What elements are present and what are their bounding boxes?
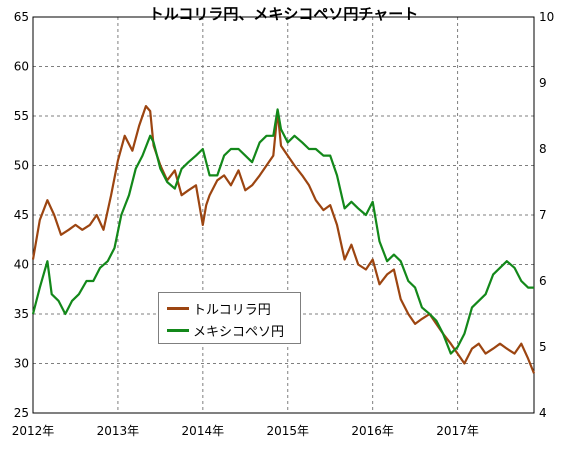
- y-right-tick-label: 9: [539, 76, 547, 90]
- legend-entry-peso: メキシコペソ円: [167, 321, 285, 340]
- grid-lines: [33, 17, 534, 413]
- y-left-tick-label: 60: [14, 60, 29, 74]
- x-tick-label: 2016年: [351, 424, 394, 438]
- y-left-tick-label: 30: [14, 357, 29, 371]
- y-left-tick-label: 25: [14, 406, 29, 420]
- legend-swatch-lira: [167, 306, 189, 310]
- y-right-tick-label: 6: [539, 274, 547, 288]
- series-group: [31, 104, 536, 374]
- chart-title: トルコリラ円、メキシコペソ円チャート: [148, 5, 419, 23]
- legend-label-lira: トルコリラ円: [193, 302, 271, 318]
- x-tick-label: 2013年: [97, 424, 140, 438]
- legend-swatch-peso: [167, 328, 189, 332]
- y-left-tick-label: 65: [14, 10, 29, 24]
- x-tick-label: 2017年: [436, 424, 479, 438]
- y-left-tick-label: 35: [14, 307, 29, 321]
- y-right-tick-label: 5: [539, 340, 547, 354]
- legend: トルコリラ円 メキシコペソ円: [158, 292, 301, 344]
- x-tick-label: 2015年: [266, 424, 309, 438]
- series-line-peso: [31, 108, 534, 355]
- y-right-tick-label: 4: [539, 406, 547, 420]
- y-left-tick-label: 55: [14, 109, 29, 123]
- x-tick-label: 2014年: [182, 424, 225, 438]
- y-left-tick-label: 40: [14, 258, 29, 272]
- x-tick-label: 2012年: [12, 424, 55, 438]
- legend-label-peso: メキシコペソ円: [193, 324, 285, 340]
- y-right-tick-label: 7: [539, 208, 547, 222]
- y-right-tick-label: 8: [539, 142, 547, 156]
- plot-frame: [32, 16, 535, 414]
- y-right-tick-label: 10: [539, 10, 554, 24]
- y-left-tick-label: 50: [14, 159, 29, 173]
- y-left-tick-label: 45: [14, 208, 29, 222]
- legend-entry-lira: トルコリラ円: [167, 299, 271, 318]
